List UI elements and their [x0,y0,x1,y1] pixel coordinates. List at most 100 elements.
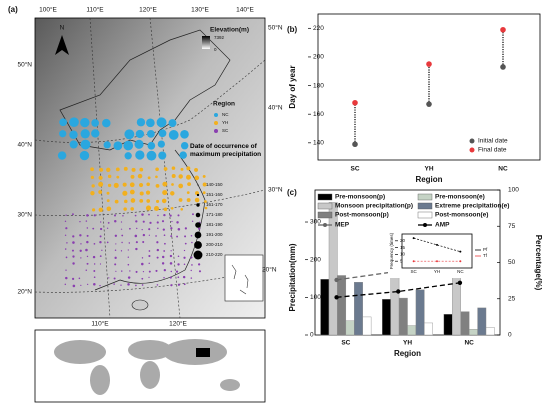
station [90,167,94,172]
bar [337,275,347,336]
station [178,174,183,179]
x-tick-label: NC [498,166,508,173]
panel-label: (a) [8,5,18,14]
station [169,262,173,265]
legend-swatch [323,223,327,227]
y-tick-label: 100 [310,294,321,301]
station [57,151,67,160]
station [197,227,201,230]
lon-label: 100°E [39,6,57,14]
station [99,235,102,238]
station [127,256,129,258]
station [191,241,193,244]
station [178,183,184,189]
station [122,215,124,217]
station [124,152,132,160]
legend-label: Tf [483,253,488,258]
station [114,214,117,217]
station [90,191,95,196]
station [182,275,186,279]
inset-bg [388,230,494,278]
station [130,207,134,211]
station [157,214,159,217]
station [158,151,167,160]
size-label: 191-200 [206,232,223,237]
line-marker [457,280,463,285]
station [134,234,138,238]
station [176,221,179,224]
station [145,205,152,211]
station [114,199,119,204]
bar [354,282,363,336]
station [114,234,118,237]
station [190,256,193,259]
station [114,256,117,259]
y-tick-label: 0 [310,332,314,339]
legend-label: Post-monsoon(p) [335,212,389,219]
station [124,129,135,140]
x-tick-label: YH [434,269,440,274]
lon-label: 120°E [139,6,157,14]
legend-swatch [417,202,433,210]
station [120,228,123,230]
station [198,270,202,273]
dot [426,101,432,107]
region-title: Region [213,101,235,108]
line-marker [436,243,438,246]
region-swatch [214,121,218,125]
x-tick-label: SC [341,340,350,347]
station [106,199,110,203]
station [177,276,180,279]
station [163,276,165,279]
station [138,182,144,188]
station [121,241,123,244]
size-swatch [193,250,203,260]
dot [500,64,506,70]
station [136,118,146,127]
station [72,241,75,244]
station [202,174,206,178]
legend-swatch [417,193,433,201]
station [93,214,96,217]
legend-label: Initial date [478,138,508,145]
station [204,206,208,210]
station [163,250,166,252]
lat-label: 30°N [17,211,32,219]
station [106,227,109,229]
station [170,206,174,210]
station [186,191,190,195]
region-label: NC [222,112,229,117]
station [141,229,143,231]
bar [468,329,478,336]
station [146,150,157,161]
station [116,175,120,179]
station [121,234,124,237]
station [65,214,67,216]
study-area [196,348,210,357]
station [130,198,136,203]
line [336,282,461,298]
station [107,174,112,179]
y-tick-label: 300 [310,219,321,226]
elevation-bar [202,36,210,49]
station [168,130,179,140]
station [65,256,68,259]
station [157,140,165,148]
x-tick-label: NC [464,340,474,347]
station [141,284,144,286]
island [131,299,149,311]
station [98,190,103,194]
y-axis-label: Day of year [288,65,297,108]
legend-swatch [469,138,475,144]
bar [477,307,487,336]
legend-label: Final date [478,147,507,154]
x-tick-label: SC [350,166,359,173]
station [190,269,192,272]
line [336,270,460,281]
y2-axis-label: Percentage(%) [534,235,543,291]
station [80,284,82,287]
station [93,276,96,279]
station [135,284,137,287]
station [107,222,110,224]
region-swatch [214,113,218,117]
